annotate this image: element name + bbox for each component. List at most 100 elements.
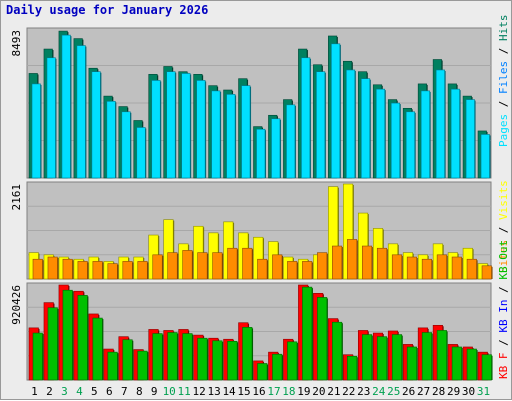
bar-kb-out <box>406 346 417 381</box>
bar-pages <box>390 102 401 179</box>
bar-sites <box>152 254 163 280</box>
x-tick-label: 25 <box>387 385 400 398</box>
bar-sites <box>287 261 298 280</box>
bar-sites <box>391 254 403 280</box>
bar-pages <box>420 90 430 179</box>
bar-kb-out <box>421 332 432 381</box>
bar-pages <box>331 43 341 179</box>
legend-separator: / <box>497 220 510 240</box>
x-tick-label: 28 <box>432 385 445 398</box>
bar-pages <box>241 85 251 179</box>
bar-pages <box>121 111 131 179</box>
bar-kb-out <box>481 354 492 381</box>
bar-sites <box>92 261 103 280</box>
legend-item: Visits <box>497 180 510 220</box>
bar-kb-out <box>77 295 88 381</box>
bar-pages <box>435 69 445 179</box>
x-tick-label: 11 <box>178 385 191 398</box>
bar-kb-out <box>257 363 268 381</box>
legend-item: KB Out <box>497 240 510 280</box>
x-tick-label: 3 <box>61 385 68 398</box>
bar-pages <box>31 83 41 179</box>
legend-separator: / <box>497 94 510 114</box>
bar-kb-out <box>391 334 403 381</box>
bar-pages <box>301 57 311 179</box>
bar-kb-out <box>332 321 343 381</box>
bar-sites <box>77 261 88 280</box>
bar-sites <box>347 239 358 280</box>
x-tick-label: 18 <box>282 385 295 398</box>
x-tick-label: 4 <box>76 385 83 398</box>
x-tick-label: 31 <box>477 385 490 398</box>
bar-kb-out <box>302 286 313 381</box>
x-tick-label: 29 <box>447 385 460 398</box>
bar-sites <box>406 256 417 280</box>
bar-pages <box>465 99 475 179</box>
bar-kb-out <box>466 348 477 381</box>
bar-kb-out <box>436 330 447 381</box>
bar-kb-out <box>137 350 148 381</box>
bar-sites <box>257 258 268 280</box>
bar-pages <box>196 80 206 179</box>
x-tick-label: 14 <box>222 385 236 398</box>
x-tick-label: 27 <box>417 385 430 398</box>
bar-sites <box>272 254 283 280</box>
bar-kb-out <box>227 340 238 381</box>
bar-sites <box>122 261 133 280</box>
bar-sites <box>332 245 343 280</box>
bar-pages <box>211 90 221 179</box>
legend-item: KB In <box>497 300 510 333</box>
bar-sites <box>212 252 223 280</box>
bar-pages <box>151 80 161 179</box>
bar-kb-out <box>287 341 298 381</box>
x-tick-label: 19 <box>297 385 310 398</box>
bar-sites <box>167 252 178 280</box>
bar-kb-out <box>107 351 118 381</box>
chart-title: Daily usage for January 2026 <box>6 3 209 17</box>
bar-sites <box>62 258 73 280</box>
bar-kb-out <box>122 339 133 381</box>
legend-item: KB F <box>497 353 510 380</box>
bar-sites <box>421 258 432 280</box>
y-axis-max-label: 8493 <box>10 30 23 57</box>
x-tick-label: 2 <box>46 385 53 398</box>
x-tick-label: 21 <box>327 385 340 398</box>
x-tick-label: 10 <box>163 385 176 398</box>
bar-sites <box>376 247 388 280</box>
legend-item: Pages <box>497 114 510 147</box>
y-axis-max-label: 2161 <box>10 184 23 211</box>
bar-pages <box>375 88 386 179</box>
x-tick-label: 1 <box>31 385 38 398</box>
bar-pages <box>91 71 101 179</box>
bar-pages <box>226 94 236 179</box>
legend-2: Sites / Visits <box>497 180 510 273</box>
bar-sites <box>47 256 58 280</box>
bar-sites <box>436 254 447 280</box>
bar-kb-out <box>361 334 373 381</box>
bar-pages <box>46 57 56 179</box>
x-tick-label: 30 <box>462 385 475 398</box>
x-tick-label: 9 <box>151 385 158 398</box>
legend-separator: / <box>497 333 510 353</box>
x-tick-label: 5 <box>91 385 98 398</box>
bar-pages <box>136 127 146 179</box>
bar-sites <box>317 252 328 280</box>
bar-sites <box>466 258 477 280</box>
bar-sites <box>107 263 118 280</box>
bar-kb-out <box>212 340 223 381</box>
bar-sites <box>242 247 253 280</box>
bar-pages <box>181 73 191 179</box>
bar-sites <box>182 250 193 280</box>
x-tick-label: 13 <box>207 385 220 398</box>
bar-pages <box>76 45 86 179</box>
x-tick-label: 22 <box>342 385 355 398</box>
y-axis-max-label: 920426 <box>10 285 23 325</box>
bar-sites <box>481 265 492 280</box>
bar-pages <box>166 71 176 179</box>
legend-separator: / <box>497 41 510 61</box>
x-tick-label: 8 <box>136 385 143 398</box>
legend-item: Sites <box>497 240 510 273</box>
x-tick-label: 7 <box>121 385 128 398</box>
